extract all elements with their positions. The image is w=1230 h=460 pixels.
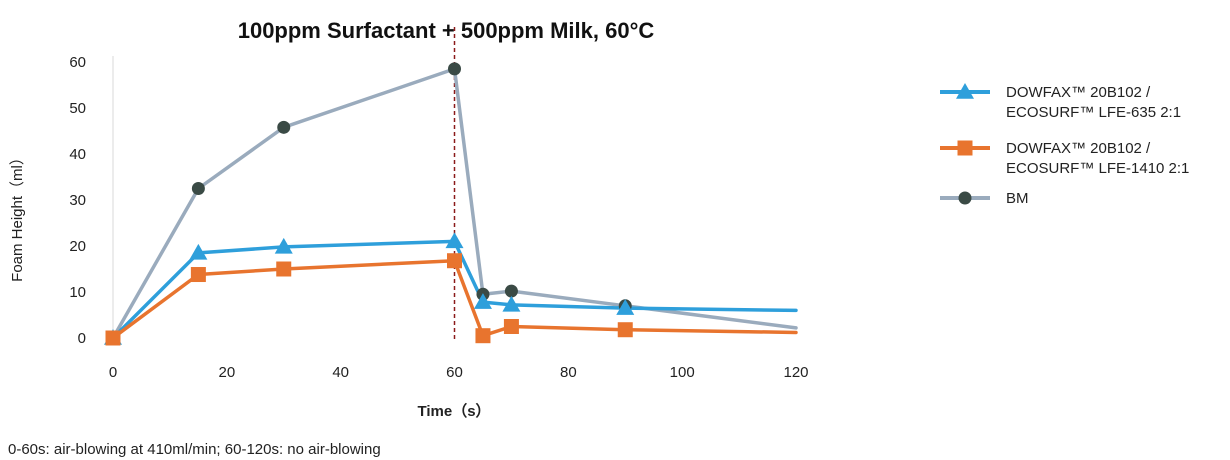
chart-legend: DOWFAX™ 20B102 / ECOSURF™ LFE-635 2:1 DOWF… <box>940 83 1189 207</box>
data-point <box>274 237 293 254</box>
data-point <box>475 328 491 344</box>
data-point <box>617 322 633 338</box>
legend-label: ECOSURF™ LFE-1410 2:1 <box>1006 160 1189 177</box>
legend-marker <box>957 140 973 156</box>
x-tick-label: 80 <box>560 364 577 381</box>
footnote: 0-60s: air-blowing at 410ml/min; 60-120s… <box>8 441 381 458</box>
x-tick-label: 20 <box>218 364 235 381</box>
data-point <box>445 232 464 249</box>
y-tick-label: 30 <box>69 192 86 209</box>
x-tick-label: 120 <box>783 364 808 381</box>
y-tick-label: 20 <box>69 238 86 255</box>
data-point <box>190 267 206 283</box>
x-tick-label: 40 <box>332 364 349 381</box>
legend-marker <box>958 191 972 205</box>
data-point <box>503 319 519 334</box>
x-axis-label: Time（s） <box>417 402 490 420</box>
data-point <box>504 284 518 298</box>
legend-label: BM <box>1006 190 1029 207</box>
data-point <box>473 293 492 309</box>
series-line <box>111 239 798 340</box>
x-tick-label: 0 <box>109 364 117 381</box>
y-axis-label: Foam Height（ml） <box>9 150 26 282</box>
series-line <box>111 67 798 340</box>
y-tick-label: 10 <box>69 284 86 301</box>
x-tick-label: 60 <box>446 364 463 381</box>
plot-area <box>104 27 798 346</box>
x-tick-label: 100 <box>670 364 695 381</box>
data-point <box>616 299 635 315</box>
data-point <box>189 243 208 260</box>
legend-label: DOWFAX™ 20B102 / <box>1006 84 1151 101</box>
y-tick-label: 40 <box>69 146 86 163</box>
data-point <box>191 182 205 195</box>
legend-label: DOWFAX™ 20B102 / <box>1006 140 1151 157</box>
chart-axes: 0 10 20 30 40 50 60 0 20 40 60 80 100 120 <box>69 54 808 381</box>
legend-label: ECOSURF™ LFE-635 2:1 <box>1006 104 1181 121</box>
data-point <box>448 62 461 76</box>
data-point <box>105 330 121 346</box>
y-tick-label: 50 <box>69 100 86 117</box>
data-point <box>447 253 462 269</box>
y-tick-label: 0 <box>78 330 86 347</box>
data-point <box>277 120 291 134</box>
y-tick-label: 60 <box>69 54 86 71</box>
series-line <box>111 258 798 340</box>
chart-title: 100ppm Surfactant + 500ppm Milk, 60°C <box>238 18 655 43</box>
data-point <box>502 295 521 312</box>
data-point <box>276 261 292 277</box>
legend-marker <box>956 83 974 99</box>
